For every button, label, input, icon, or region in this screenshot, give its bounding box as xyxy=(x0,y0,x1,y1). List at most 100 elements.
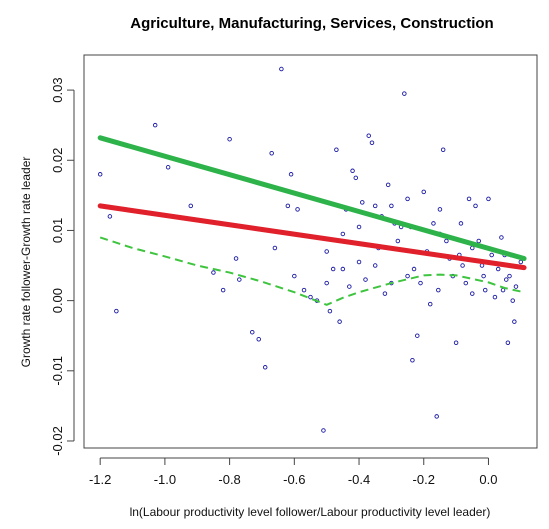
data-point xyxy=(518,259,524,265)
data-point xyxy=(479,263,485,268)
data-point xyxy=(337,319,342,324)
x-tick-label: -1.2 xyxy=(89,472,111,487)
data-point xyxy=(418,280,423,286)
data-point xyxy=(97,172,103,177)
data-point xyxy=(366,133,371,138)
data-point xyxy=(473,203,478,209)
data-point xyxy=(444,238,449,244)
data-point xyxy=(220,287,226,293)
data-point xyxy=(324,280,329,286)
data-point xyxy=(279,66,284,72)
data-point xyxy=(481,273,486,279)
data-point xyxy=(495,266,501,272)
data-point xyxy=(513,284,519,289)
series-line-2 xyxy=(97,203,527,271)
data-point xyxy=(437,207,443,212)
data-point xyxy=(434,414,439,419)
data-point xyxy=(285,203,291,209)
data-point xyxy=(363,277,368,282)
data-point xyxy=(411,266,417,272)
plot-frame xyxy=(83,54,538,449)
data-point xyxy=(415,333,420,338)
data-point xyxy=(334,147,339,152)
data-point xyxy=(308,294,313,300)
data-point xyxy=(301,287,307,293)
data-point xyxy=(405,196,410,202)
data-point xyxy=(405,273,410,279)
data-point xyxy=(360,200,365,205)
x-tick-label: -0.8 xyxy=(218,472,240,487)
data-point xyxy=(482,287,488,293)
data-point xyxy=(272,245,278,251)
x-tick-label: 0.0 xyxy=(479,472,497,487)
data-point xyxy=(114,308,119,314)
data-point xyxy=(152,122,158,128)
data-point xyxy=(233,256,239,261)
data-point xyxy=(324,249,329,254)
x-tick-label: -0.4 xyxy=(348,472,370,487)
data-point xyxy=(327,308,333,314)
data-point xyxy=(237,277,242,282)
y-axis-label: Growth rate follower-Growth rate leader xyxy=(19,157,33,368)
data-point xyxy=(431,221,436,226)
data-point xyxy=(295,207,300,212)
x-tick-label: -0.6 xyxy=(283,472,305,487)
data-point xyxy=(440,147,446,152)
data-point xyxy=(256,336,261,342)
y-tick-label: 0.00 xyxy=(50,288,65,313)
data-point xyxy=(427,301,433,307)
y-tick-label: 0.01 xyxy=(50,218,65,243)
y-tick-label: 0.02 xyxy=(50,148,65,173)
data-point xyxy=(463,280,469,286)
data-point xyxy=(458,221,464,226)
data-point xyxy=(356,259,362,265)
data-point xyxy=(466,196,472,202)
data-point xyxy=(470,291,475,296)
series-line-3 xyxy=(99,236,525,306)
data-point xyxy=(353,175,359,181)
data-point xyxy=(107,214,113,219)
y-tick-label: -0.02 xyxy=(50,426,65,456)
data-point xyxy=(460,263,465,268)
data-point xyxy=(489,252,494,258)
data-point xyxy=(395,238,401,244)
data-point xyxy=(507,273,512,279)
chart-title: Agriculture, Manufacturing, Services, Co… xyxy=(130,15,493,32)
data-point xyxy=(292,273,297,279)
data-point xyxy=(372,203,378,209)
data-point xyxy=(350,168,355,174)
chart-marks: -1.2 -1.0 -0.8 -0.6 -0.4 -0.2 0.0 -0.02 -0.01 0.0… xyxy=(50,66,527,487)
data-point xyxy=(330,266,336,272)
data-point xyxy=(188,203,194,209)
data-point xyxy=(486,196,491,202)
data-point xyxy=(421,189,427,195)
data-point xyxy=(505,340,511,345)
data-point xyxy=(504,277,509,282)
x-tick-label: -1.0 xyxy=(154,472,176,487)
data-point xyxy=(340,266,346,272)
data-point xyxy=(453,340,459,345)
data-point xyxy=(476,238,482,244)
data-point xyxy=(269,150,274,156)
data-point xyxy=(512,319,517,324)
data-point xyxy=(347,284,352,289)
data-point xyxy=(389,203,394,209)
data-point xyxy=(227,136,232,142)
data-point xyxy=(340,231,346,237)
series-line-1 xyxy=(97,135,527,262)
data-point xyxy=(321,428,326,433)
data-point xyxy=(385,182,391,188)
data-point xyxy=(356,224,362,230)
data-point xyxy=(436,287,441,293)
data-point xyxy=(262,365,268,370)
y-tick-label: 0.03 xyxy=(50,77,65,102)
data-point xyxy=(410,358,415,363)
y-tick-label: -0.01 xyxy=(50,356,65,386)
data-point xyxy=(382,291,388,296)
data-point xyxy=(211,270,216,275)
x-tick-label: -0.2 xyxy=(413,472,435,487)
x-axis-label: ln(Labour productivity level follower/La… xyxy=(130,505,491,519)
data-point xyxy=(499,235,504,240)
data-point xyxy=(250,329,255,335)
